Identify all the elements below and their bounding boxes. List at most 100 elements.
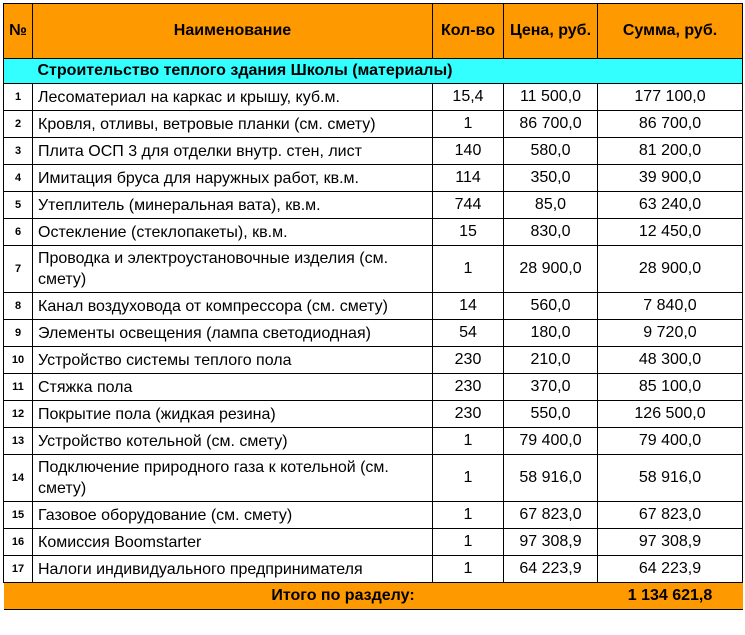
row-number: 5 xyxy=(3,191,33,219)
row-qty: 230 xyxy=(432,346,504,374)
row-sum: 58 916,0 xyxy=(597,454,743,502)
row-price: 67 823,0 xyxy=(503,501,598,529)
table-row: 15 Газовое оборудование (см. смету) 1 67 82… xyxy=(3,501,743,529)
header-num: № xyxy=(3,3,33,59)
row-price: 64 223,9 xyxy=(503,555,598,583)
row-sum: 9 720,0 xyxy=(597,319,743,347)
row-number: 11 xyxy=(3,373,33,401)
row-qty: 744 xyxy=(432,191,504,219)
row-sum: 97 308,9 xyxy=(597,528,743,556)
table-row: 14 Подключение природного газа к котельно… xyxy=(3,454,743,502)
row-qty: 15,4 xyxy=(432,83,504,111)
row-price: 550,0 xyxy=(503,400,598,428)
table-row: 4 Имитация бруса для наружных работ, кв.м… xyxy=(3,164,743,192)
row-name: Элементы освещения (лампа светодиодная) xyxy=(32,319,433,347)
total-row: Итого по разделу: 1 134 621,8 xyxy=(3,582,743,610)
row-number: 7 xyxy=(3,245,33,293)
row-qty: 114 xyxy=(432,164,504,192)
row-qty: 1 xyxy=(432,555,504,583)
row-name: Остекление (стеклопакеты), кв.м. xyxy=(32,218,433,246)
row-qty: 1 xyxy=(432,454,504,502)
row-name: Комиссия Boomstarter xyxy=(32,528,433,556)
row-sum: 48 300,0 xyxy=(597,346,743,374)
row-sum: 12 450,0 xyxy=(597,218,743,246)
table-row: 16 Комиссия Boomstarter 1 97 308,9 97 308,9 xyxy=(3,528,743,556)
row-qty: 1 xyxy=(432,110,504,138)
row-number: 14 xyxy=(3,454,33,502)
row-sum: 81 200,0 xyxy=(597,137,743,165)
row-price: 97 308,9 xyxy=(503,528,598,556)
table-row: 10 Устройство системы теплого пола 230 210,… xyxy=(3,346,743,374)
header-row: № Наименование Кол-во Цена, руб. Сумма, … xyxy=(3,3,743,59)
table-row: 7 Проводка и электроустановочные изделия … xyxy=(3,245,743,293)
table-row: 9 Элементы освещения (лампа светодиодная)… xyxy=(3,319,743,347)
table-row: 11 Стяжка пола 230 370,0 85 100,0 xyxy=(3,373,743,401)
section-row: Строительство теплого здания Школы (мате… xyxy=(3,58,743,84)
row-qty: 15 xyxy=(432,218,504,246)
row-qty: 1 xyxy=(432,501,504,529)
row-qty: 1 xyxy=(432,427,504,455)
row-number: 15 xyxy=(3,501,33,529)
table-row: 1 Лесоматериал на каркас и крышу, куб.м. 1… xyxy=(3,83,743,111)
table-row: 17 Налоги индивидуального предпринимателя… xyxy=(3,555,743,583)
row-number: 6 xyxy=(3,218,33,246)
row-name: Имитация бруса для наружных работ, кв.м. xyxy=(32,164,433,192)
row-sum: 86 700,0 xyxy=(597,110,743,138)
table-row: 6 Остекление (стеклопакеты), кв.м. 15 830,0… xyxy=(3,218,743,246)
row-sum: 85 100,0 xyxy=(597,373,743,401)
row-number: 1 xyxy=(3,83,33,111)
section-title: Строительство теплого здания Школы (мате… xyxy=(32,58,743,84)
row-price: 210,0 xyxy=(503,346,598,374)
row-sum: 177 100,0 xyxy=(597,83,743,111)
row-name: Налоги индивидуального предпринимателя xyxy=(32,555,433,583)
row-price: 180,0 xyxy=(503,319,598,347)
row-qty: 14 xyxy=(432,292,504,320)
row-price: 11 500,0 xyxy=(503,83,598,111)
row-sum: 63 240,0 xyxy=(597,191,743,219)
row-name: Устройство котельной (см. смету) xyxy=(32,427,433,455)
row-name: Газовое оборудование (см. смету) xyxy=(32,501,433,529)
row-qty: 1 xyxy=(432,245,504,293)
row-qty: 1 xyxy=(432,528,504,556)
row-name: Проводка и электроустановочные изделия (… xyxy=(32,245,433,293)
row-price: 79 400,0 xyxy=(503,427,598,455)
table-row: 13 Устройство котельной (см. смету) 1 79 40… xyxy=(3,427,743,455)
total-label: Итого по разделу: xyxy=(3,582,598,610)
row-price: 580,0 xyxy=(503,137,598,165)
row-name: Утеплитель (минеральная вата), кв.м. xyxy=(32,191,433,219)
row-number: 13 xyxy=(3,427,33,455)
row-price: 86 700,0 xyxy=(503,110,598,138)
row-price: 58 916,0 xyxy=(503,454,598,502)
row-qty: 54 xyxy=(432,319,504,347)
table-row: 2 Кровля, отливы, ветровые планки (см. см… xyxy=(3,110,743,138)
row-name: Подключение природного газа к котельной … xyxy=(32,454,433,502)
row-number: 16 xyxy=(3,528,33,556)
row-number: 17 xyxy=(3,555,33,583)
table-row: 5 Утеплитель (минеральная вата), кв.м. 744… xyxy=(3,191,743,219)
table-row: 12 Покрытие пола (жидкая резина) 230 550,0 1… xyxy=(3,400,743,428)
row-name: Покрытие пола (жидкая резина) xyxy=(32,400,433,428)
row-qty: 230 xyxy=(432,373,504,401)
estimate-table: № Наименование Кол-во Цена, руб. Сумма, … xyxy=(3,3,743,610)
row-name: Канал воздуховода от компрессора (см. см… xyxy=(32,292,433,320)
row-qty: 140 xyxy=(432,137,504,165)
row-number: 4 xyxy=(3,164,33,192)
row-name: Кровля, отливы, ветровые планки (см. сме… xyxy=(32,110,433,138)
row-price: 85,0 xyxy=(503,191,598,219)
header-price: Цена, руб. xyxy=(503,3,598,59)
row-number: 3 xyxy=(3,137,33,165)
row-name: Лесоматериал на каркас и крышу, куб.м. xyxy=(32,83,433,111)
row-number: 12 xyxy=(3,400,33,428)
row-price: 830,0 xyxy=(503,218,598,246)
row-sum: 39 900,0 xyxy=(597,164,743,192)
row-qty: 230 xyxy=(432,400,504,428)
row-name: Устройство системы теплого пола xyxy=(32,346,433,374)
row-price: 28 900,0 xyxy=(503,245,598,293)
table-row: 3 Плита ОСП 3 для отделки внутр. стен, ли… xyxy=(3,137,743,165)
table-row: 8 Канал воздуховода от компрессора (см. с… xyxy=(3,292,743,320)
row-price: 370,0 xyxy=(503,373,598,401)
total-value: 1 134 621,8 xyxy=(597,582,743,610)
row-number: 2 xyxy=(3,110,33,138)
row-sum: 64 223,9 xyxy=(597,555,743,583)
row-name: Плита ОСП 3 для отделки внутр. стен, лис… xyxy=(32,137,433,165)
